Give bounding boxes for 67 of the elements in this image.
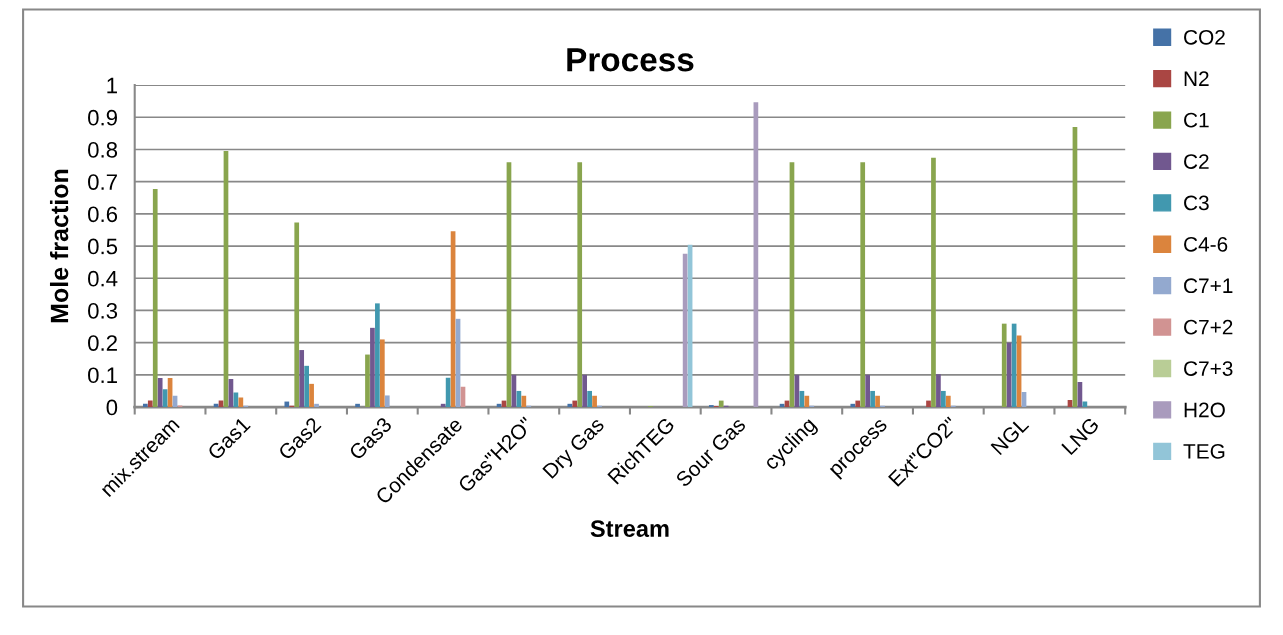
bar xyxy=(587,390,592,408)
legend-label: C7+3 xyxy=(1184,361,1233,376)
bar xyxy=(309,383,314,408)
bar xyxy=(304,365,309,408)
bar xyxy=(865,374,871,408)
y-tick-label: 0.6 xyxy=(88,206,118,223)
bar xyxy=(582,374,588,408)
x-tick-label: Dry Gas xyxy=(542,416,608,482)
bar xyxy=(931,157,936,408)
bar xyxy=(238,397,244,408)
bar xyxy=(850,403,856,408)
y-tick-label: 0.2 xyxy=(88,335,117,351)
bar xyxy=(941,390,946,408)
y-tick-label: 0 xyxy=(106,399,118,416)
x-axis-title: Stream xyxy=(590,520,669,537)
bar xyxy=(142,403,148,408)
bar xyxy=(855,400,861,408)
bar xyxy=(152,189,158,408)
bar xyxy=(1006,342,1012,408)
chart-title: Process xyxy=(567,48,694,72)
legend-label: C2 xyxy=(1184,154,1209,169)
bar xyxy=(567,403,573,408)
bar xyxy=(284,401,290,408)
bar xyxy=(592,395,597,408)
y-tick-label: 0.8 xyxy=(88,142,118,158)
bar xyxy=(294,222,300,408)
bar xyxy=(375,303,380,408)
y-tick-label: 0.1 xyxy=(88,367,117,384)
y-tick-label: 0.3 xyxy=(88,302,118,319)
bar xyxy=(147,400,153,408)
y-tick-label: 0.9 xyxy=(88,109,117,126)
legend-label: N2 xyxy=(1184,71,1209,86)
bar xyxy=(804,395,810,408)
bar xyxy=(521,395,527,408)
bar xyxy=(370,327,375,408)
legend-label: H2O xyxy=(1184,402,1225,418)
legend-label: CO2 xyxy=(1184,29,1225,45)
y-tick-label: 0.4 xyxy=(88,270,118,287)
bar xyxy=(577,162,583,408)
bar xyxy=(365,354,370,408)
bar xyxy=(379,339,385,408)
bar xyxy=(384,395,390,408)
y-tick-label: 0.7 xyxy=(88,174,117,190)
y-tick-label: 1 xyxy=(107,77,117,94)
bar xyxy=(157,378,163,408)
legend-label: C7+1 xyxy=(1184,278,1233,294)
legend-label: TEG xyxy=(1183,443,1225,459)
legend-label: C4-6 xyxy=(1184,236,1228,252)
legend-label: C3 xyxy=(1184,195,1209,211)
y-axis-title: Mole fraction xyxy=(49,169,69,323)
bar xyxy=(870,390,875,408)
bar xyxy=(299,350,305,408)
legend-label: C7+2 xyxy=(1184,319,1233,335)
bar xyxy=(1001,323,1007,408)
y-tick-label: 0.5 xyxy=(88,238,118,255)
bar xyxy=(355,403,360,408)
bar xyxy=(926,400,931,408)
bar xyxy=(860,162,866,408)
bar xyxy=(718,400,724,408)
bar xyxy=(945,395,951,408)
bar xyxy=(314,403,319,408)
x-tick-label: NGL xyxy=(990,416,1030,456)
bar xyxy=(440,403,446,408)
bar xyxy=(936,374,941,408)
legend-label: C1 xyxy=(1184,112,1209,128)
bar xyxy=(875,395,880,408)
bar xyxy=(572,400,578,408)
